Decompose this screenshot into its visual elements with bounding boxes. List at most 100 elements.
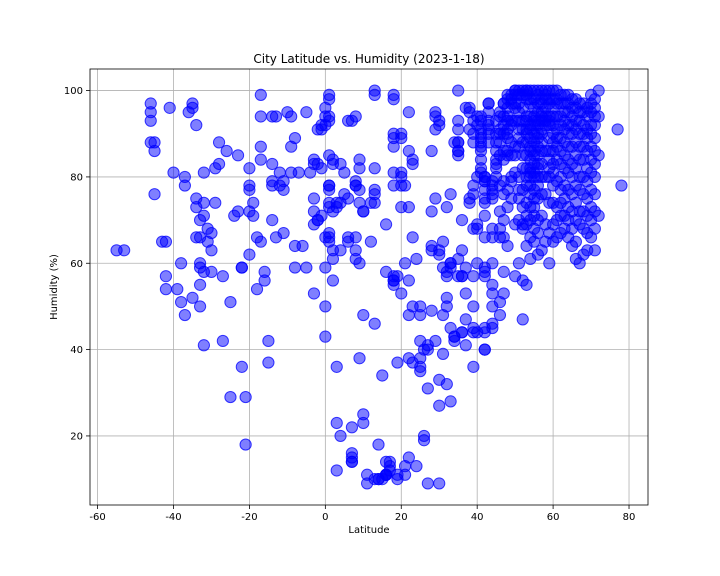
data-point (379, 218, 393, 231)
y-axis-label: Humidity (%) (49, 254, 60, 320)
data-point (175, 257, 188, 270)
data-point (444, 261, 457, 274)
data-point (501, 239, 514, 253)
data-point (440, 378, 453, 391)
data-point (588, 244, 601, 257)
data-point (269, 110, 283, 123)
data-point (319, 300, 332, 313)
data-point (402, 201, 415, 214)
data-point (592, 209, 605, 222)
data-point (455, 326, 469, 339)
data-point (493, 308, 507, 322)
data-point (262, 356, 275, 369)
data-point (159, 270, 173, 283)
data-point (216, 334, 229, 348)
data-point (243, 162, 256, 175)
x-tick-label: -60 (89, 512, 105, 523)
data-point (148, 188, 161, 201)
data-point (463, 101, 476, 114)
data-point (421, 382, 434, 395)
data-point (516, 313, 529, 326)
data-point (592, 84, 605, 97)
data-point (368, 84, 381, 97)
data-point (353, 257, 366, 270)
data-point (163, 101, 176, 114)
data-point (330, 360, 343, 373)
x-tick-label: -20 (241, 512, 257, 523)
data-point (440, 201, 453, 214)
data-point (216, 270, 229, 283)
data-point (193, 278, 207, 291)
data-point (406, 157, 419, 171)
data-point (193, 300, 207, 313)
data-point (455, 213, 469, 227)
data-point (459, 261, 472, 274)
data-point (247, 196, 260, 209)
data-point (239, 390, 252, 404)
x-tick-label: 60 (547, 512, 560, 523)
data-point (167, 166, 180, 179)
data-point (266, 157, 279, 171)
data-point (345, 421, 359, 434)
data-point (425, 205, 438, 218)
x-axis-label: Latitude (348, 525, 389, 536)
data-point (398, 257, 412, 270)
x-tick-label: 0 (322, 512, 328, 523)
data-point (250, 283, 264, 296)
data-point (212, 136, 226, 149)
data-point (288, 261, 302, 274)
data-point (497, 287, 510, 300)
data-point (364, 235, 377, 248)
data-point (323, 114, 336, 127)
data-point (220, 144, 233, 158)
data-point (417, 434, 431, 447)
data-point (254, 153, 267, 166)
y-tick-label: 80 (70, 172, 83, 183)
x-tick-label: 40 (471, 512, 484, 523)
data-point (387, 140, 400, 153)
data-point (178, 179, 191, 192)
data-point (353, 183, 366, 196)
data-point (368, 317, 381, 330)
data-point (342, 192, 355, 205)
data-point (186, 97, 199, 110)
data-point (391, 356, 404, 369)
plot-frame (89, 68, 649, 506)
data-point (319, 261, 332, 274)
data-point (368, 196, 381, 209)
data-point (478, 343, 491, 356)
data-point (395, 127, 408, 140)
data-point (429, 192, 442, 205)
data-point (615, 179, 628, 192)
data-point (452, 84, 465, 97)
data-point (315, 162, 328, 175)
data-point (421, 477, 434, 490)
data-point (330, 464, 343, 477)
data-point (414, 308, 427, 322)
data-point (592, 149, 605, 162)
data-point (357, 416, 370, 430)
data-point (353, 352, 366, 365)
data-point (258, 274, 271, 287)
data-point (205, 226, 218, 240)
data-point (478, 270, 491, 283)
data-point (159, 283, 173, 296)
data-point (433, 119, 446, 132)
data-point (323, 183, 336, 196)
data-point (376, 369, 389, 382)
data-point (357, 205, 370, 218)
data-point (486, 192, 499, 205)
data-point (588, 131, 601, 145)
data-point (330, 416, 343, 430)
data-point (497, 213, 510, 227)
data-point (467, 300, 480, 313)
data-point (459, 313, 472, 326)
data-point (482, 97, 495, 110)
data-point (323, 231, 336, 244)
data-point (592, 110, 605, 123)
data-point (410, 252, 423, 266)
y-tick-label: 40 (70, 345, 83, 356)
data-point (224, 296, 237, 309)
data-point (205, 244, 218, 257)
data-point (285, 110, 298, 123)
